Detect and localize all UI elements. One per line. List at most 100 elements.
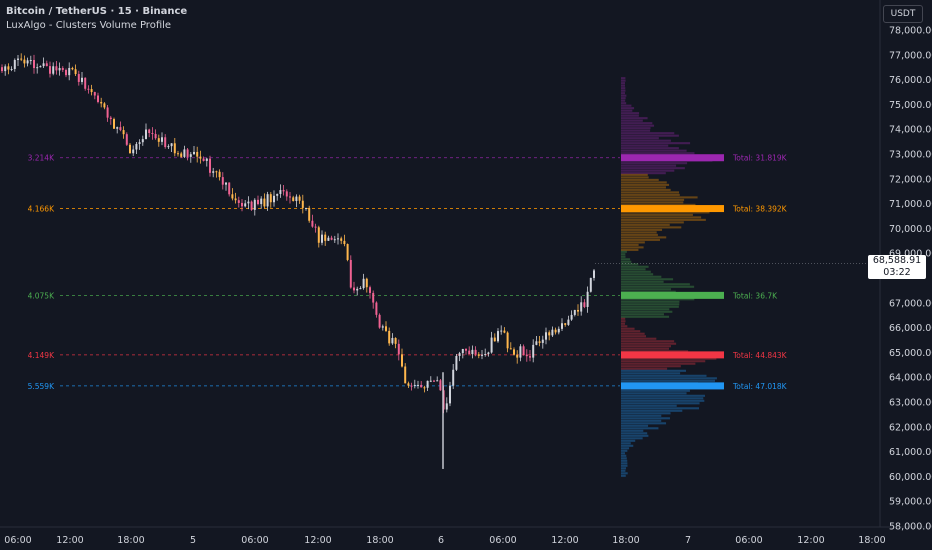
candle-body — [234, 198, 237, 201]
candle-body — [407, 383, 410, 386]
candle-body — [100, 101, 103, 104]
volume-bar — [621, 124, 655, 127]
volume-bar — [621, 330, 641, 333]
candle-body — [253, 199, 256, 210]
candle-body — [593, 270, 595, 278]
candle-body — [209, 158, 211, 173]
volume-bar — [621, 186, 666, 189]
candle-body — [71, 67, 74, 70]
candlesticks — [1, 53, 595, 469]
volume-bar — [621, 94, 627, 97]
candle-body — [49, 66, 51, 74]
candle-body — [301, 200, 304, 208]
candle-body — [349, 259, 352, 288]
candle-body — [36, 67, 39, 69]
currency-button[interactable]: USDT — [883, 5, 923, 23]
candle-body — [189, 154, 192, 157]
volume-bar — [621, 275, 662, 278]
candle-body — [516, 354, 519, 358]
volume-bar — [621, 419, 662, 422]
volume-bar — [621, 365, 681, 368]
candle-body — [276, 193, 279, 196]
volume-bar — [621, 226, 682, 229]
candle-body — [52, 66, 55, 74]
volume-bar — [621, 467, 627, 470]
candle-body — [519, 346, 522, 358]
price-tick-label: 70,000.00 — [889, 224, 932, 235]
volume-bar — [621, 167, 685, 170]
volume-bar — [621, 92, 625, 95]
candle-body — [7, 66, 10, 70]
candle-body — [317, 227, 320, 243]
candle-body — [397, 343, 400, 355]
candle-body — [538, 341, 541, 343]
volume-bar — [621, 447, 630, 450]
symbol-title[interactable]: Bitcoin / TetherUS · 15 · Binance — [6, 6, 188, 17]
candle-body — [420, 384, 423, 388]
candle-body — [292, 197, 295, 202]
candle-body — [161, 137, 163, 142]
candle-body — [116, 127, 119, 129]
volume-bar — [621, 198, 685, 201]
candle-body — [436, 380, 439, 382]
candle-body — [330, 237, 333, 240]
candle-body — [321, 234, 323, 243]
price-tick-label: 72,000.00 — [889, 174, 932, 185]
candle-body — [343, 240, 346, 245]
indicator-title[interactable]: LuxAlgo - Clusters Volume Profile — [6, 20, 172, 31]
candle-body — [183, 149, 186, 157]
volume-bar — [621, 218, 706, 221]
candle-body — [497, 331, 499, 342]
candle-body — [237, 200, 240, 203]
candle-body — [577, 309, 579, 312]
volume-bar — [621, 372, 681, 375]
volume-bar — [621, 327, 635, 330]
volume-bar — [621, 345, 672, 348]
volume-bar — [621, 211, 710, 214]
candle-body — [129, 144, 131, 154]
candle-body — [250, 201, 253, 210]
candle-body — [157, 138, 160, 142]
candle-body — [340, 238, 343, 241]
candle-body — [23, 59, 26, 64]
volume-bar — [621, 360, 706, 363]
volume-bar — [621, 77, 626, 80]
candle-body — [327, 237, 330, 241]
candle-body — [212, 171, 215, 173]
volume-bar — [621, 340, 675, 343]
price-tick-label: 75,000.00 — [889, 100, 932, 111]
volume-bar — [621, 213, 693, 216]
candle-body — [109, 117, 112, 120]
cluster-left-label: 4.166K — [28, 205, 55, 214]
cluster-left-label: 3.214K — [28, 154, 55, 163]
volume-bar — [621, 369, 686, 372]
volume-bar — [621, 196, 698, 199]
volume-bar — [621, 273, 654, 276]
candle-body — [141, 139, 144, 143]
volume-bar — [621, 409, 683, 412]
candle-body — [509, 348, 512, 350]
volume-bar — [621, 231, 657, 234]
candle-body — [474, 349, 477, 355]
candle-body — [273, 195, 275, 203]
candle-body — [404, 366, 407, 384]
candle-body — [77, 74, 80, 82]
poc-bar — [621, 351, 724, 359]
price-tick-label: 61,000.00 — [889, 447, 932, 458]
candle-body — [84, 77, 87, 89]
candle-body — [365, 278, 368, 288]
volume-bar — [621, 84, 625, 87]
volume-bar — [621, 427, 659, 430]
price-tick-label: 77,000.00 — [889, 50, 932, 61]
candle-body — [477, 354, 480, 356]
volume-bar — [621, 412, 671, 415]
candle-body — [113, 119, 115, 129]
volume-bar — [621, 315, 670, 318]
candle-body — [231, 194, 234, 199]
poc-bar — [621, 154, 724, 162]
candle-body — [564, 323, 567, 325]
candle-body — [311, 220, 314, 227]
volume-bar — [621, 144, 669, 147]
volume-bar — [621, 243, 639, 246]
